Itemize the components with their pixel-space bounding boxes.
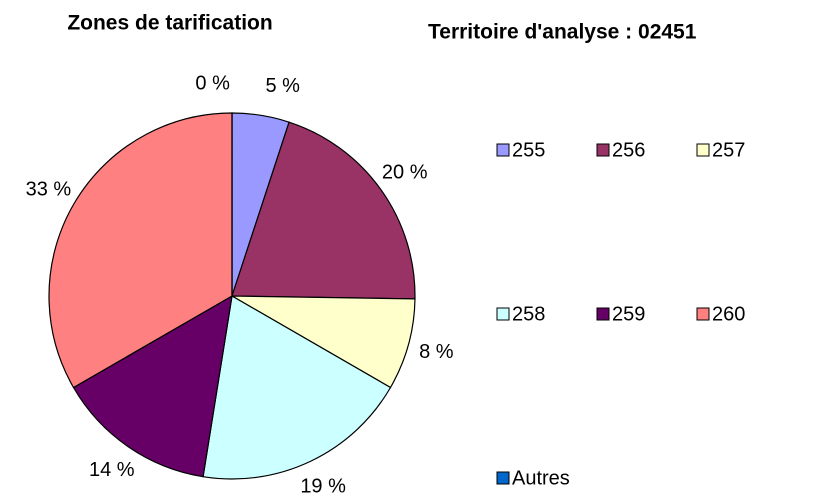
data-label: 20 % — [382, 161, 428, 183]
legend-swatch — [496, 307, 510, 321]
pie-slice — [229, 295, 416, 389]
legend-swatch — [496, 143, 510, 157]
legend-label: Autres — [512, 467, 570, 489]
legend-label: 258 — [512, 303, 545, 325]
legend-label: 257 — [712, 139, 745, 161]
data-label: 33 % — [26, 178, 72, 200]
pie-slice — [202, 295, 392, 480]
legend-label: 259 — [612, 303, 645, 325]
legend-label: 255 — [512, 139, 545, 161]
data-label: 19 % — [300, 476, 346, 495]
chart-title: Zones de tarification — [67, 12, 272, 35]
pie-slice — [72, 294, 233, 478]
legend-swatch — [596, 143, 610, 157]
legend-swatch — [696, 307, 710, 321]
data-label: 8 % — [419, 341, 454, 363]
data-label: 14 % — [89, 459, 135, 481]
pie-slice — [231, 121, 416, 300]
chart-subtitle: Territoire d'analyse : 02451 — [428, 21, 697, 44]
data-label: 0 % — [195, 72, 230, 94]
legend-swatch — [496, 471, 510, 485]
data-label: 5 % — [265, 75, 300, 97]
legend-swatch — [696, 143, 710, 157]
legend-swatch — [596, 307, 610, 321]
legend-label: 260 — [712, 303, 745, 325]
legend-label: 256 — [612, 139, 645, 161]
pie-slice — [48, 112, 233, 389]
